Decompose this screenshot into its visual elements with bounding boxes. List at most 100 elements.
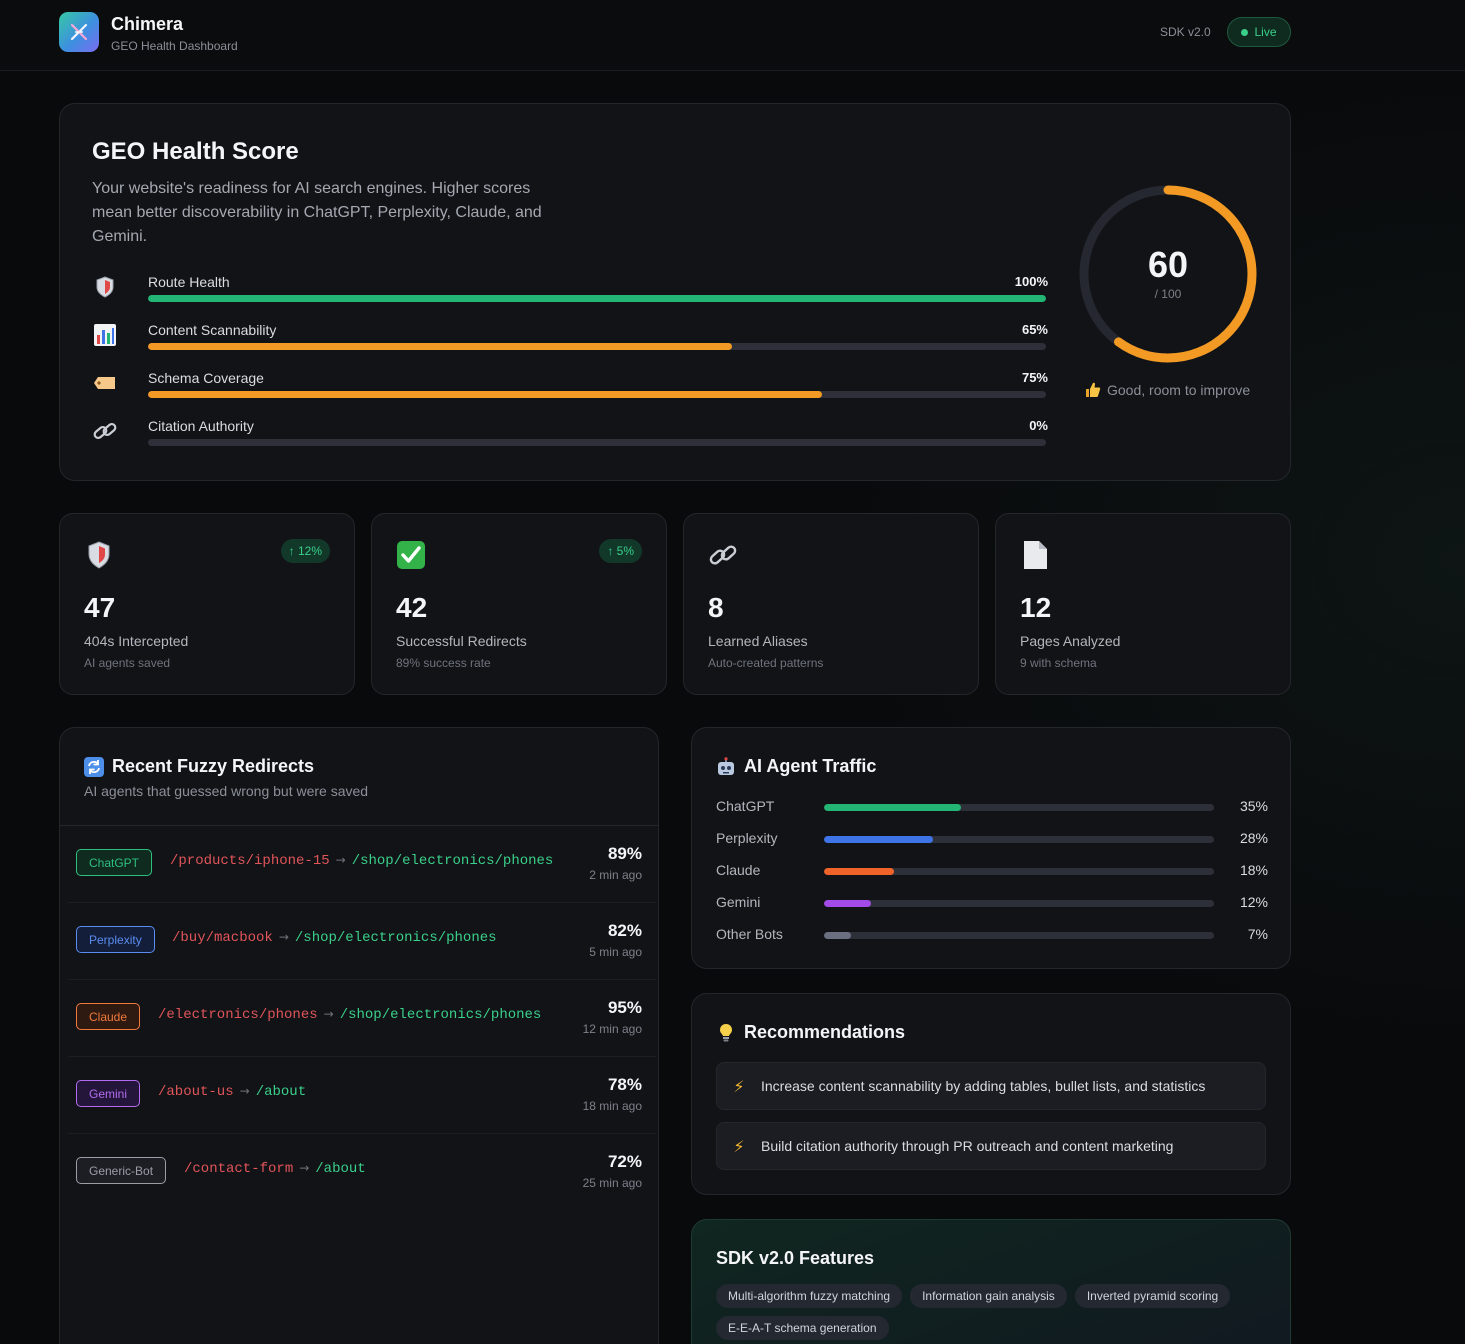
- bolt-icon: ⚡: [733, 1136, 745, 1156]
- match-percent: 72%: [607, 1152, 642, 1171]
- redirect-row[interactable]: Perplexity /buy/macbook → /shop/electronic…: [68, 903, 656, 980]
- from-path: /electronics/phones: [158, 1007, 318, 1023]
- live-status-badge: Live: [1227, 17, 1291, 47]
- traffic-agent-name: ChatGPT: [716, 798, 775, 814]
- from-path: /products/iphone-15: [170, 853, 330, 869]
- to-path: /about: [255, 1084, 307, 1100]
- arrow-icon: →: [299, 1161, 310, 1175]
- bar-chart-icon: [94, 324, 116, 346]
- recommendation-text: Increase content scannability by adding …: [761, 1078, 1206, 1094]
- match-percent: 82%: [607, 921, 642, 940]
- traffic-row: Claude 18%: [716, 862, 1268, 882]
- traffic-track: [824, 804, 1214, 811]
- to-path: /shop/electronics/phones: [351, 853, 554, 869]
- trend-badge: ↑ 5%: [599, 539, 642, 563]
- recent-redirects-card: Recent Fuzzy Redirects AI agents that gu…: [59, 727, 659, 1344]
- metric-label: Schema Coverage: [148, 370, 264, 386]
- redirect-row[interactable]: ChatGPT /products/iphone-15 → /shop/electr…: [68, 826, 656, 903]
- recent-redirects-header: Recent Fuzzy Redirects: [84, 756, 314, 777]
- stat-label: Pages Analyzed: [1020, 633, 1121, 649]
- recommendation-item[interactable]: ⚡ Build citation authority through PR ou…: [716, 1122, 1266, 1170]
- metric-track: [148, 439, 1046, 446]
- stat-value: 8: [708, 592, 724, 623]
- traffic-track: [824, 868, 1214, 875]
- metric-content-scannability: Content Scannability 65%: [92, 322, 1048, 362]
- live-dot-icon: [1241, 28, 1249, 36]
- agent-badge: Perplexity: [76, 926, 155, 953]
- traffic-track: [824, 836, 1214, 843]
- traffic-row: Gemini 12%: [716, 894, 1268, 914]
- redirect-path: /products/iphone-15 → /shop/electronics/ph…: [170, 853, 553, 869]
- from-path: /buy/macbook: [172, 930, 273, 946]
- arrow-icon: →: [278, 930, 289, 944]
- traffic-row: ChatGPT 35%: [716, 798, 1268, 818]
- metric-value: 65%: [1021, 322, 1048, 337]
- ai-traffic-card: AI Agent Traffic ChatGPT 35% Perplexity …: [691, 727, 1291, 969]
- robot-icon: [718, 756, 734, 775]
- traffic-fill: [824, 900, 871, 907]
- refresh-icon: [84, 756, 104, 777]
- to-path: /shop/electronics/phones: [294, 930, 497, 946]
- agent-badge: Claude: [76, 1003, 141, 1030]
- sdk-version: SDK v2.0: [1160, 25, 1211, 39]
- document-icon: [1024, 541, 1047, 569]
- arrow-icon: →: [239, 1084, 250, 1098]
- redirect-path: /contact-form → /about: [184, 1161, 366, 1177]
- arrow-icon: →: [335, 853, 346, 867]
- recommendations-card: Recommendations ⚡ Increase content scann…: [691, 993, 1291, 1195]
- recommendations-header: Recommendations: [716, 1022, 905, 1043]
- traffic-row: Perplexity 28%: [716, 830, 1268, 850]
- link-icon: [93, 422, 117, 440]
- recommendations-title: Recommendations: [744, 1022, 906, 1042]
- top-bar: Chimera GEO Health Dashboard SDK v2.0 Li…: [0, 0, 1465, 71]
- metric-fill: [148, 295, 1046, 302]
- shield-icon: [88, 541, 110, 569]
- redirect-row[interactable]: Generic-Bot /contact-form → /about 72% 25 …: [68, 1134, 656, 1211]
- from-path: /contact-form: [184, 1161, 294, 1177]
- traffic-fill: [824, 868, 895, 875]
- app-subtitle: GEO Health Dashboard: [111, 39, 238, 53]
- stat-card-aliases: 8 Learned Aliases Auto-created patterns: [683, 513, 979, 695]
- geo-health-description: Your website's readiness for AI search e…: [92, 180, 542, 245]
- traffic-fill: [824, 804, 961, 811]
- score-max: / 100: [1154, 287, 1182, 301]
- traffic-share: 35%: [1239, 798, 1268, 814]
- redirect-row[interactable]: Claude /electronics/phones → /shop/electro…: [68, 980, 656, 1057]
- lightbulb-icon: [720, 1023, 732, 1041]
- from-path: /about-us: [158, 1084, 234, 1100]
- metric-citation-authority: Citation Authority 0%: [92, 418, 1048, 458]
- to-path: /shop/electronics/phones: [339, 1007, 542, 1023]
- metric-route-health: Route Health 100%: [92, 274, 1048, 314]
- feature-chip: E-E-A-T schema generation: [716, 1316, 889, 1340]
- redirect-path: /electronics/phones → /shop/electronics/ph…: [158, 1007, 541, 1023]
- stat-card-pages: 12 Pages Analyzed 9 with schema: [995, 513, 1291, 695]
- redirect-path: /buy/macbook → /shop/electronics/phones: [172, 930, 497, 946]
- match-percent: 78%: [607, 1075, 642, 1094]
- metric-label: Content Scannability: [148, 322, 277, 338]
- score-status-label: Good, room to improve: [1107, 381, 1251, 398]
- metric-label: Citation Authority: [148, 418, 254, 434]
- recommendation-item[interactable]: ⚡ Increase content scannability by addin…: [716, 1062, 1266, 1110]
- traffic-agent-name: Claude: [716, 862, 761, 878]
- metric-track: [148, 295, 1046, 302]
- geo-health-card: GEO Health Score Your website's readines…: [59, 103, 1291, 481]
- agent-badge: ChatGPT: [76, 849, 153, 876]
- stat-sublabel: 89% success rate: [396, 656, 491, 670]
- traffic-agent-name: Perplexity: [716, 830, 778, 846]
- arrow-icon: →: [323, 1007, 334, 1021]
- redirect-row[interactable]: Gemini /about-us → /about 78% 18 min ago: [68, 1057, 656, 1134]
- traffic-fill: [824, 836, 934, 843]
- timestamp: 18 min ago: [582, 1099, 642, 1113]
- trend-badge: ↑ 12%: [280, 539, 330, 563]
- feature-chip: Multi-algorithm fuzzy matching: [716, 1284, 903, 1308]
- timestamp: 12 min ago: [582, 1022, 642, 1036]
- recommendation-text: Build citation authority through PR outr…: [761, 1138, 1174, 1154]
- traffic-share: 12%: [1239, 894, 1268, 910]
- score-status: Good, room to improve: [1084, 381, 1268, 398]
- app-logo[interactable]: [59, 12, 99, 52]
- metric-schema-coverage: Schema Coverage 75%: [92, 370, 1048, 410]
- traffic-track: [824, 900, 1214, 907]
- stat-label: Successful Redirects: [396, 633, 527, 649]
- stat-value: 42: [396, 592, 428, 623]
- shield-icon: [96, 276, 114, 298]
